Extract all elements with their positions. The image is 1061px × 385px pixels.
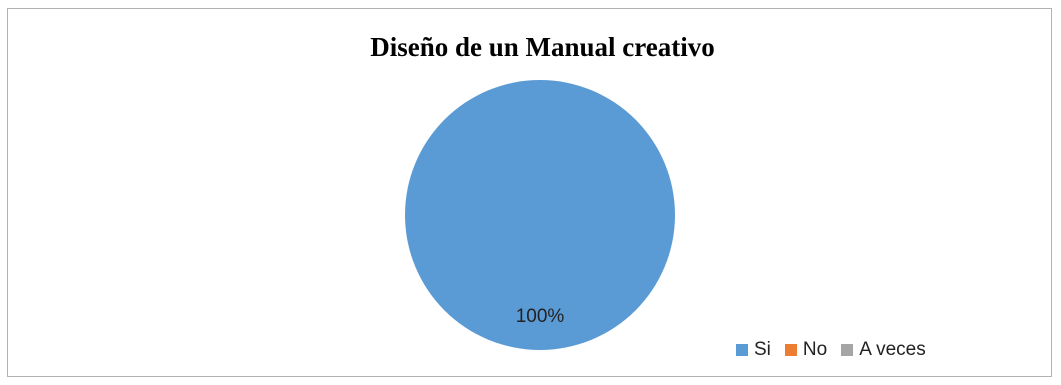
legend-item-si: Si — [736, 339, 771, 361]
legend-swatch-si — [736, 344, 748, 356]
legend-swatch-no — [784, 344, 797, 356]
legend-item-no: No — [784, 339, 828, 361]
legend: Si No A veces — [736, 339, 940, 361]
pie-data-label: 100% — [516, 306, 565, 327]
legend-label-no: No — [802, 339, 828, 360]
legend-swatch-a-veces — [841, 344, 854, 356]
legend-item-a-veces: A veces — [841, 339, 926, 361]
chart-title: Diseño de un Manual creativo — [370, 32, 715, 62]
legend-label-a-veces: A veces — [859, 339, 926, 360]
legend-label-si: Si — [754, 339, 771, 360]
pie-slice-si — [405, 80, 675, 350]
